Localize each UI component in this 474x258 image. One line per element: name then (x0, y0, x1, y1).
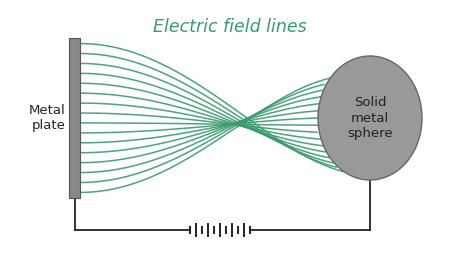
Text: Metal
plate: Metal plate (29, 104, 65, 132)
Text: Solid
metal
sphere: Solid metal sphere (347, 96, 393, 140)
Ellipse shape (318, 56, 422, 180)
Text: Electric field lines: Electric field lines (153, 18, 307, 36)
FancyBboxPatch shape (70, 38, 81, 198)
